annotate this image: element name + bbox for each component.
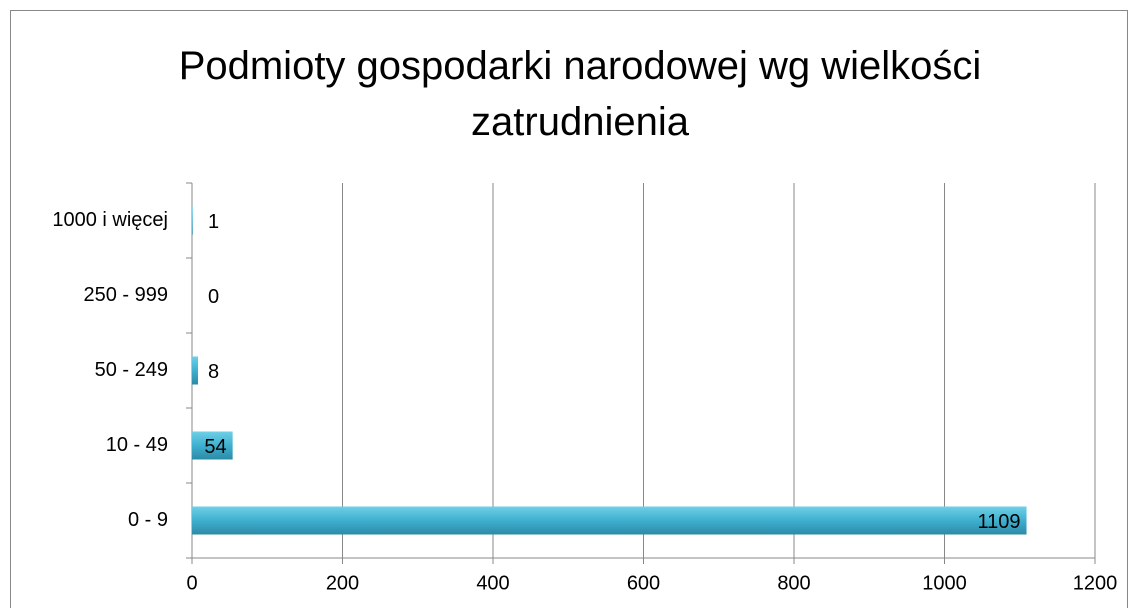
y-tick-label: 250 - 999 xyxy=(83,284,168,306)
y-tick-label: 0 - 9 xyxy=(128,509,168,531)
y-tick-label: 10 - 49 xyxy=(106,434,168,456)
x-tick-label: 400 xyxy=(476,572,509,594)
x-tick-label: 1200 xyxy=(1073,572,1118,594)
x-tick-label: 800 xyxy=(777,572,810,594)
frame xyxy=(10,10,1128,608)
bar xyxy=(192,431,233,460)
x-tick-label: 0 xyxy=(186,572,197,594)
data-label: 0 xyxy=(208,286,219,308)
chart-title: Podmioty gospodarki narodowej wg wielkoś… xyxy=(178,44,982,144)
data-label: 1 xyxy=(208,211,219,233)
y-tick-label: 50 - 249 xyxy=(95,359,168,381)
y-tick-label: 1000 i więcej xyxy=(52,209,168,231)
data-label: 8 xyxy=(208,361,219,383)
x-tick-label: 1000 xyxy=(922,572,967,594)
x-tick-label: 200 xyxy=(326,572,359,594)
data-label: 1109 xyxy=(978,511,1021,533)
x-tick-label: 600 xyxy=(627,572,660,594)
bar xyxy=(192,206,193,235)
bar xyxy=(192,506,1027,535)
data-label: 54 xyxy=(204,436,226,458)
bar xyxy=(192,356,199,385)
